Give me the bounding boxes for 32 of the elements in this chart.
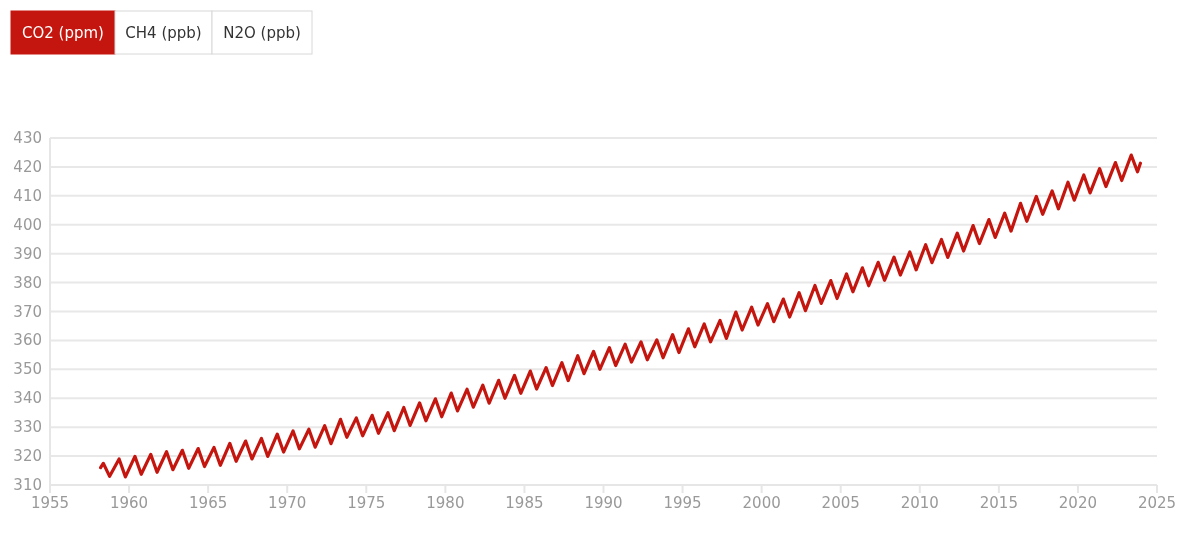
x-tick-label: 1965 xyxy=(189,494,228,512)
x-tick-label: 1970 xyxy=(268,494,307,512)
x-tick-label: 1960 xyxy=(109,494,149,512)
y-tick-label: 360 xyxy=(13,331,42,350)
y-tick-label: 390 xyxy=(13,244,42,263)
x-tick-label: 1995 xyxy=(663,494,702,512)
x-tick-label: 1990 xyxy=(584,494,623,512)
x-tick-label: 2020 xyxy=(1058,494,1098,512)
x-tick-label: 2000 xyxy=(742,494,781,512)
y-tick-label: 410 xyxy=(13,186,42,205)
y-tick-label: 320 xyxy=(13,447,42,466)
x-tick-label: 2005 xyxy=(821,494,860,512)
x-tick-label: 1975 xyxy=(347,494,386,512)
x-tick-label: 2010 xyxy=(900,494,939,512)
y-tick-label: 420 xyxy=(13,157,42,176)
y-tick-label: 380 xyxy=(13,273,42,292)
x-tick-label: 1980 xyxy=(426,494,465,512)
y-tick-label: 370 xyxy=(13,302,42,321)
x-tick-label: 1955 xyxy=(30,494,70,512)
y-tick-label: 310 xyxy=(13,476,42,494)
y-tick-label: 400 xyxy=(13,215,42,234)
x-tick-label: 2025 xyxy=(1137,494,1177,512)
y-tick-label: 430 xyxy=(13,129,42,147)
y-tick-label: 350 xyxy=(13,360,42,379)
x-tick-label: 1985 xyxy=(505,494,544,512)
line-series xyxy=(99,153,1142,479)
y-tick-label: 340 xyxy=(13,389,42,408)
text: CO2 (ppm) xyxy=(22,24,104,42)
text: CH4 (ppb) xyxy=(125,24,202,42)
y-tick-label: 330 xyxy=(13,418,42,437)
text: N2O (ppb) xyxy=(223,24,301,42)
x-tick-label: 2015 xyxy=(979,494,1018,512)
